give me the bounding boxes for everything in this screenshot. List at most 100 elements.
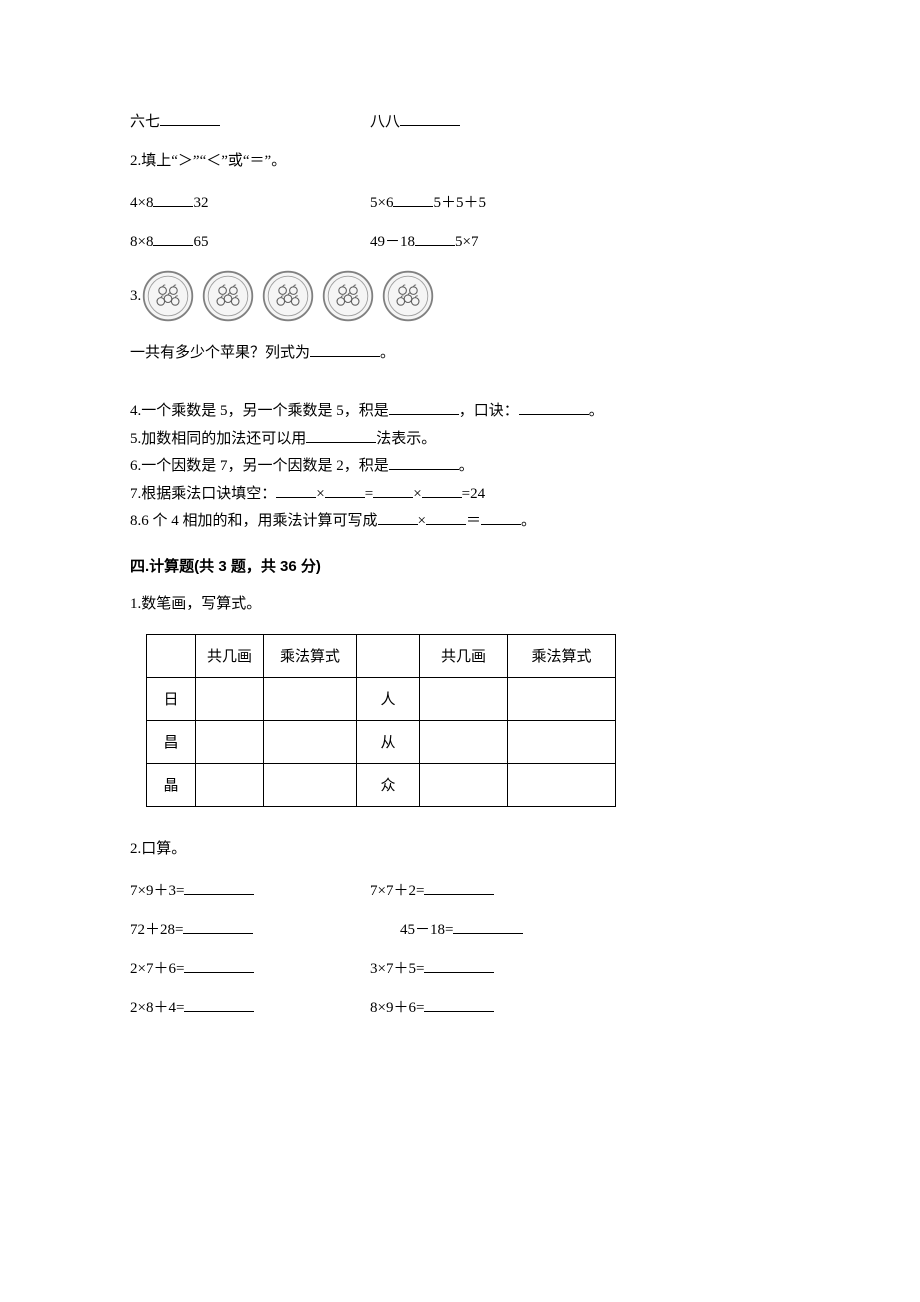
q2-r1b-lhs: 5×6 [370, 195, 393, 211]
th-empty [147, 634, 196, 677]
cell-char: 日 [147, 677, 196, 720]
q7-b2[interactable] [325, 482, 365, 498]
cell-blank[interactable] [264, 763, 357, 806]
q6: 6.一个因数是 7，另一个因数是 2，积是 。 [130, 454, 790, 478]
q2-r1b: 5×65＋5＋5 [370, 191, 790, 212]
q4-a: 4.一个乘数是 5，另一个乘数是 5，积是 [130, 403, 389, 419]
calc-blank[interactable] [183, 918, 253, 934]
th-4: 乘法算式 [508, 634, 616, 677]
q4-b: ，口诀： [459, 403, 519, 419]
calc-row-1: 72＋28= 45－18= [130, 918, 790, 939]
cell-blank[interactable] [196, 677, 264, 720]
cell-blank[interactable] [508, 720, 616, 763]
section-4-heading: 四.计算题(共 3 题，共 36 分) [130, 555, 790, 576]
q2-r2b-lhs: 49－18 [370, 234, 415, 250]
calc-blank[interactable] [184, 957, 254, 973]
q4: 4.一个乘数是 5，另一个乘数是 5，积是 ，口诀： 。 [130, 399, 790, 423]
q5-b: 法表示。 [376, 431, 436, 447]
apple-plate-icon [321, 269, 375, 323]
q8-b1[interactable] [378, 509, 418, 525]
q1b-prefix: 八八 [370, 114, 400, 130]
q7-mul1: × [316, 486, 324, 502]
cell-char: 从 [357, 720, 420, 763]
calc-blank[interactable] [184, 879, 254, 895]
q8-b3[interactable] [481, 509, 521, 525]
stroke-table: 共几画 乘法算式 共几画 乘法算式 日 人 昌 从 晶 众 [146, 634, 616, 807]
q2-r1b-blank[interactable] [393, 191, 433, 207]
q4-blank1[interactable] [389, 399, 459, 415]
q1b-blank[interactable] [400, 110, 460, 126]
table-row: 晶 众 [147, 763, 616, 806]
q3-text-a: 一共有多少个苹果？列式为 [130, 345, 310, 361]
calc-blank[interactable] [453, 918, 523, 934]
calc-blank[interactable] [424, 957, 494, 973]
cell-blank[interactable] [264, 677, 357, 720]
q3-text-b: 。 [380, 345, 395, 361]
q3-text: 一共有多少个苹果？列式为 。 [130, 341, 790, 365]
calc-blank[interactable] [184, 996, 254, 1012]
q8-a: 8.6 个 4 相加的和，用乘法计算可写成 [130, 513, 378, 529]
calc-lhs: 2×8＋4= [130, 1000, 184, 1016]
s4q2-title: 2.口算。 [130, 837, 790, 861]
q1-col-2: 八八 [370, 110, 790, 131]
q6-b: 。 [459, 458, 474, 474]
cell-blank[interactable] [420, 720, 508, 763]
q2-r1a-rhs: 32 [193, 195, 208, 211]
q2-r1a-blank[interactable] [153, 191, 193, 207]
calc-row-2: 2×7＋6= 3×7＋5= [130, 957, 790, 978]
calc-blank[interactable] [424, 996, 494, 1012]
cell-blank[interactable] [508, 763, 616, 806]
worksheet-page: 六七 八八 2.填上“＞”“＜”或“＝”。 4×832 5×65＋5＋5 8×8… [0, 0, 920, 1095]
q2-r2b-rhs: 5×7 [455, 234, 478, 250]
cell-blank[interactable] [196, 720, 264, 763]
q2-r2b-blank[interactable] [415, 230, 455, 246]
table-row: 昌 从 [147, 720, 616, 763]
cell-blank[interactable] [420, 677, 508, 720]
apple-plate-icon [381, 269, 435, 323]
q7-eq1: = [365, 486, 373, 502]
q7-b3[interactable] [373, 482, 413, 498]
q2-r2a-rhs: 65 [193, 234, 208, 250]
q4-c: 。 [589, 403, 604, 419]
q2-r1a: 4×832 [130, 191, 370, 212]
cell-char: 人 [357, 677, 420, 720]
cell-blank[interactable] [264, 720, 357, 763]
q2-r2a-blank[interactable] [153, 230, 193, 246]
q2-title: 2.填上“＞”“＜”或“＝”。 [130, 149, 790, 173]
q5-a: 5.加数相同的加法还可以用 [130, 431, 306, 447]
q3-blank[interactable] [310, 341, 380, 357]
q5-blank[interactable] [306, 427, 376, 443]
calc-lhs: 72＋28= [130, 922, 183, 938]
cell-blank[interactable] [508, 677, 616, 720]
q7-b4[interactable] [422, 482, 462, 498]
q3-apple-row: 3. [130, 269, 790, 323]
q8-b2[interactable] [426, 509, 466, 525]
q7-b1[interactable] [276, 482, 316, 498]
calc-blank[interactable] [424, 879, 494, 895]
calc-lhs: 3×7＋5= [370, 961, 424, 977]
cell-char: 晶 [147, 763, 196, 806]
q1-row: 六七 八八 [130, 110, 790, 131]
q6-a: 6.一个因数是 7，另一个因数是 2，积是 [130, 458, 389, 474]
th-1: 共几画 [196, 634, 264, 677]
calc-lhs: 7×9＋3= [130, 883, 184, 899]
cell-blank[interactable] [420, 763, 508, 806]
q7-a: 7.根据乘法口诀填空： [130, 486, 276, 502]
calc-row-3: 2×8＋4= 8×9＋6= [130, 996, 790, 1017]
cell-blank[interactable] [196, 763, 264, 806]
q1a-prefix: 六七 [130, 114, 160, 130]
q3-label: 3. [130, 288, 141, 305]
q7-mul2: × [413, 486, 421, 502]
q8: 8.6 个 4 相加的和，用乘法计算可写成×＝。 [130, 509, 790, 533]
q8-end: 。 [521, 513, 536, 529]
q4-blank2[interactable] [519, 399, 589, 415]
q6-blank[interactable] [389, 454, 459, 470]
th-2: 乘法算式 [264, 634, 357, 677]
q1a-blank[interactable] [160, 110, 220, 126]
calc-lhs: 7×7＋2= [370, 883, 424, 899]
calc-lhs: 8×9＋6= [370, 1000, 424, 1016]
apple-plate-icon [261, 269, 315, 323]
th-empty2 [357, 634, 420, 677]
q8-mul: × [418, 513, 426, 529]
q2-row2: 8×865 49－185×7 [130, 230, 790, 251]
